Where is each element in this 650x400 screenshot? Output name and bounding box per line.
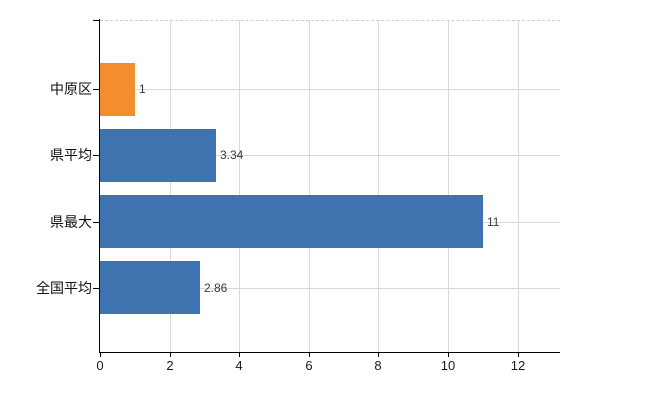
x-tick-label: 0 — [96, 358, 104, 373]
x-tick-label: 2 — [166, 358, 174, 373]
x-tick-mark — [518, 352, 519, 357]
vertical-gridline — [378, 20, 380, 352]
x-tick-label: 10 — [440, 358, 456, 373]
x-tick-mark — [239, 352, 240, 357]
y-tick-mark — [93, 222, 100, 223]
y-axis — [99, 19, 100, 352]
bar-value-label: 2.86 — [204, 281, 228, 295]
x-tick-label: 6 — [305, 358, 313, 373]
x-tick-mark — [448, 352, 449, 357]
vertical-gridline — [308, 20, 310, 352]
x-tick-label: 4 — [235, 358, 243, 373]
vertical-gridline — [169, 20, 171, 352]
x-tick-mark — [309, 352, 310, 357]
y-tick-mark — [93, 89, 100, 90]
category-label: 全国平均 — [36, 280, 92, 296]
bar-0 — [100, 63, 135, 116]
vertical-gridline — [517, 20, 519, 352]
bar-value-label: 1 — [139, 82, 146, 96]
plot-top-border — [100, 20, 560, 21]
bar-value-label: 11 — [487, 215, 500, 229]
horizontal-gridline — [100, 89, 560, 90]
category-label: 中原区 — [50, 81, 92, 97]
category-label: 県最大 — [50, 214, 92, 230]
bar-3 — [100, 261, 200, 314]
vertical-gridline — [448, 20, 449, 352]
horizontal-gridline — [100, 288, 560, 289]
x-tick-mark — [378, 352, 379, 357]
x-axis — [99, 352, 560, 353]
x-tick-mark — [100, 352, 101, 357]
category-label: 県平均 — [50, 147, 92, 163]
y-tick-mark — [93, 155, 100, 156]
bar-1 — [100, 129, 216, 182]
y-tick-mark — [93, 288, 100, 289]
x-tick-label: 12 — [510, 358, 526, 373]
horizontal-gridline — [100, 155, 560, 156]
vertical-gridline — [239, 20, 241, 352]
bar-value-label: 3.34 — [220, 148, 244, 162]
x-tick-label: 8 — [374, 358, 382, 373]
x-tick-mark — [170, 352, 171, 357]
y-axis-top-tick-mark — [93, 20, 100, 21]
bar-2 — [100, 195, 483, 248]
